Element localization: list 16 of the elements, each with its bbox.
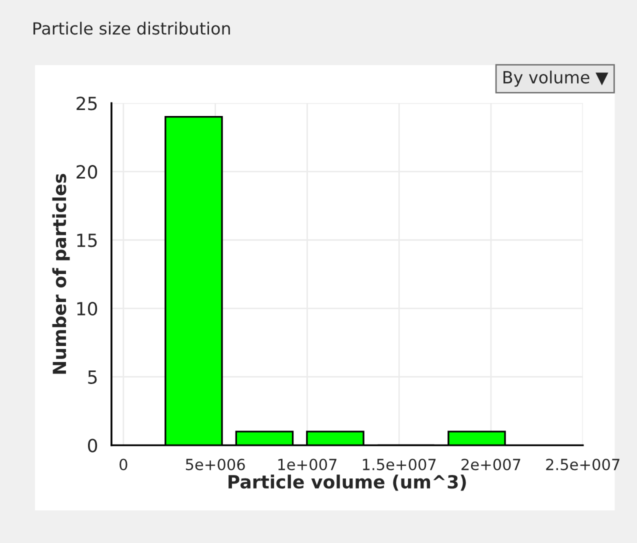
y-axis-title: Number of particles: [52, 174, 70, 374]
text: By volume ▼: [504, 70, 608, 87]
x-axis-title: Particle volume (um^3): [228, 474, 466, 491]
y-tick-label: 0: [88, 438, 98, 452]
x-tick-label: 1.5e+007: [362, 458, 436, 470]
x-tick-label: 0: [120, 458, 128, 470]
x-tick-label: 2.5e+007: [546, 458, 620, 470]
y-tick-label: 5: [88, 370, 97, 384]
y-tick-label: 20: [76, 165, 98, 179]
chart-title: Particle size distribution: [33, 22, 230, 35]
y-tick-label: 15: [77, 234, 97, 248]
x-tick-label: 2e+007: [462, 458, 520, 470]
y-tick-label: 10: [77, 302, 98, 316]
x-tick-label: 1e+007: [278, 458, 336, 470]
x-tick-label: 5e+006: [186, 458, 245, 470]
y-tick-label: 25: [76, 96, 97, 110]
